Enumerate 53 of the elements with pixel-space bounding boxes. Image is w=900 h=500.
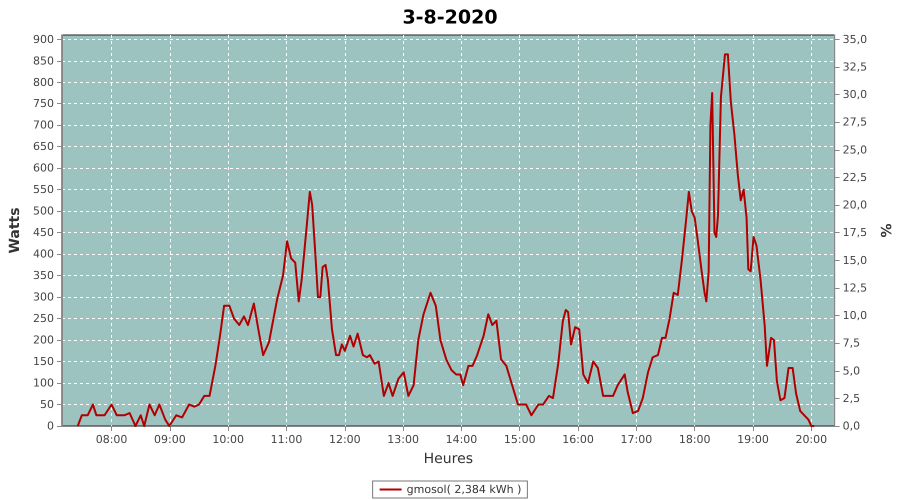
x-tick-label: 19:00: [737, 433, 769, 446]
y-tick-label: 850: [33, 54, 54, 68]
y2-tick-label: 35,0: [842, 32, 868, 46]
x-tick-label: 15:00: [504, 433, 536, 446]
x-tick-label: 16:00: [562, 433, 594, 446]
y2-tick-label: 5,0: [842, 364, 860, 378]
y-axis-title: Watts: [7, 207, 24, 254]
y2-tick-label: 17,5: [842, 226, 868, 240]
y-tick-label: 200: [33, 334, 54, 347]
x-tick-label: 20:00: [795, 433, 828, 446]
y2-tick-label: 0,0: [842, 420, 860, 432]
y-tick-label: 300: [33, 290, 54, 304]
y-tick-label: 550: [33, 183, 54, 196]
y2-tick-label: 25,0: [842, 143, 868, 156]
x-axis-title: Heures: [424, 451, 473, 467]
y2-tick-label: 12,5: [842, 281, 868, 294]
line-series: [76, 53, 816, 427]
y-tick-label: 100: [33, 376, 54, 390]
x-tick-label: 08:00: [96, 433, 128, 446]
y-tick-label: 900: [33, 32, 54, 46]
x-tick-label: 12:00: [328, 433, 361, 446]
y-tick-label: 150: [33, 355, 54, 368]
y2-tick-label: 32,5: [842, 60, 868, 74]
y-tick-label: 250: [33, 312, 54, 326]
legend-label: gmosol( 2,384 kWh ): [406, 483, 522, 496]
y2-tick-label: 10,0: [842, 309, 868, 322]
y-tick-label: 700: [33, 118, 54, 132]
y-tick-label: 800: [33, 76, 54, 89]
y2-tick-label: 27,5: [842, 116, 868, 129]
y-tick-label: 600: [33, 162, 54, 175]
y2-tick-label: 30,0: [842, 88, 868, 102]
x-tick-label: 13:00: [387, 433, 419, 446]
chart-title: 3-8-2020: [402, 6, 498, 28]
x-tick-label: 09:00: [154, 433, 186, 446]
y-tick-label: 0: [47, 420, 54, 432]
y-tick-label: 450: [33, 226, 54, 240]
y-tick-label: 50: [40, 398, 54, 412]
y-tick-label: 400: [33, 248, 54, 261]
x-tick-label: 10:00: [212, 433, 244, 446]
y-tick-label: 500: [33, 204, 54, 218]
y-tick-label: 750: [33, 97, 54, 110]
y-tick-label: 350: [33, 269, 54, 282]
x-tick-label: 17:00: [620, 433, 652, 446]
y2-tick-label: 15,0: [842, 254, 868, 267]
x-tick-label: 11:00: [270, 433, 302, 446]
y2-axis-title: %: [877, 223, 893, 238]
y2-tick-label: 20,0: [842, 198, 868, 212]
x-tick-label: 14:00: [446, 433, 478, 446]
y2-tick-label: 7,5: [842, 336, 860, 350]
y2-tick-label: 2,5: [842, 392, 860, 405]
x-tick-label: 18:00: [678, 433, 711, 446]
y2-tick-label: 22,5: [842, 170, 868, 184]
y-tick-label: 650: [33, 140, 54, 154]
